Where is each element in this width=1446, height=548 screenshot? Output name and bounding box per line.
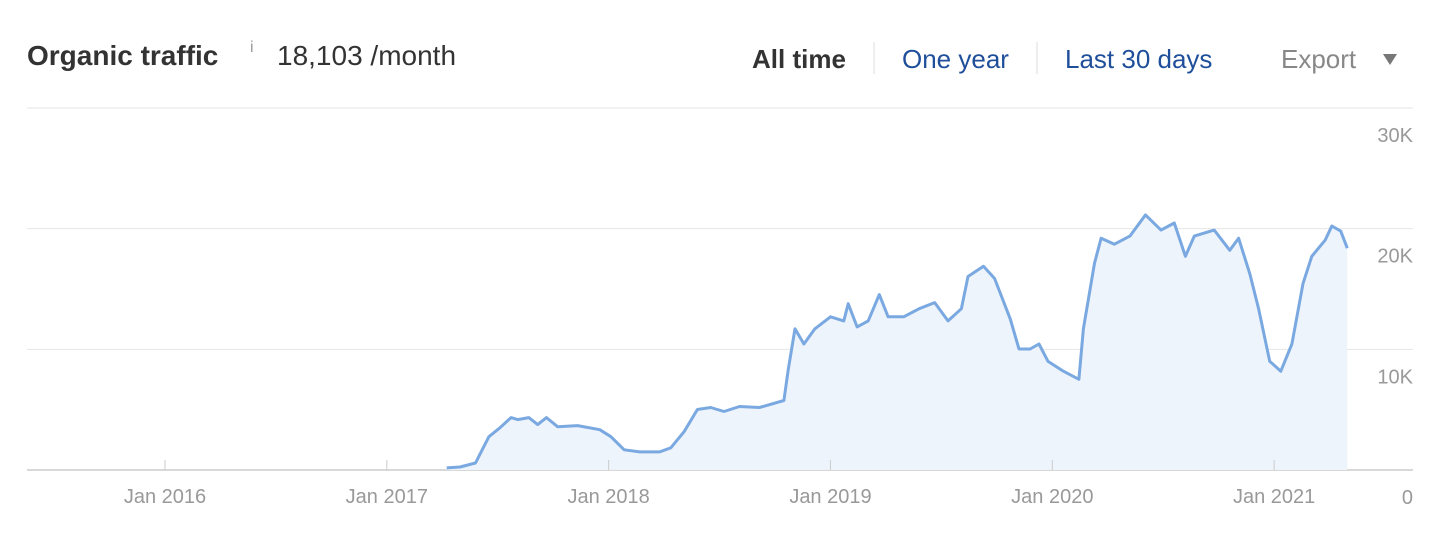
period-button[interactable]: Last 30 days <box>1065 44 1212 74</box>
period-button[interactable]: One year <box>902 44 1009 74</box>
y-tick-label: 30K <box>1377 125 1413 147</box>
line <box>446 213 1349 470</box>
x-tick-label: Jan 2018 <box>567 486 649 508</box>
y-tick-label: 20K <box>1377 246 1413 268</box>
y-tick-label: 10K <box>1377 366 1413 388</box>
x-tick-label: Jan 2020 <box>1011 486 1093 508</box>
export-button[interactable]: Export <box>1281 44 1357 74</box>
title: Organic traffic <box>27 40 218 71</box>
x-tick-label: Jan 2017 <box>346 486 428 508</box>
x-tick-label: Jan 2021 <box>1233 486 1315 508</box>
x-tick-label: Jan 2019 <box>789 486 871 508</box>
dropdown-arrow[interactable] <box>1383 54 1397 65</box>
period-button[interactable]: All time <box>752 44 846 74</box>
info-icon[interactable]: i <box>250 39 254 56</box>
total-traffic: 18,103 /month <box>277 40 456 71</box>
y-tick-label: 0 <box>1402 487 1413 509</box>
area <box>446 214 1348 470</box>
x-tick-label: Jan 2016 <box>124 486 206 508</box>
